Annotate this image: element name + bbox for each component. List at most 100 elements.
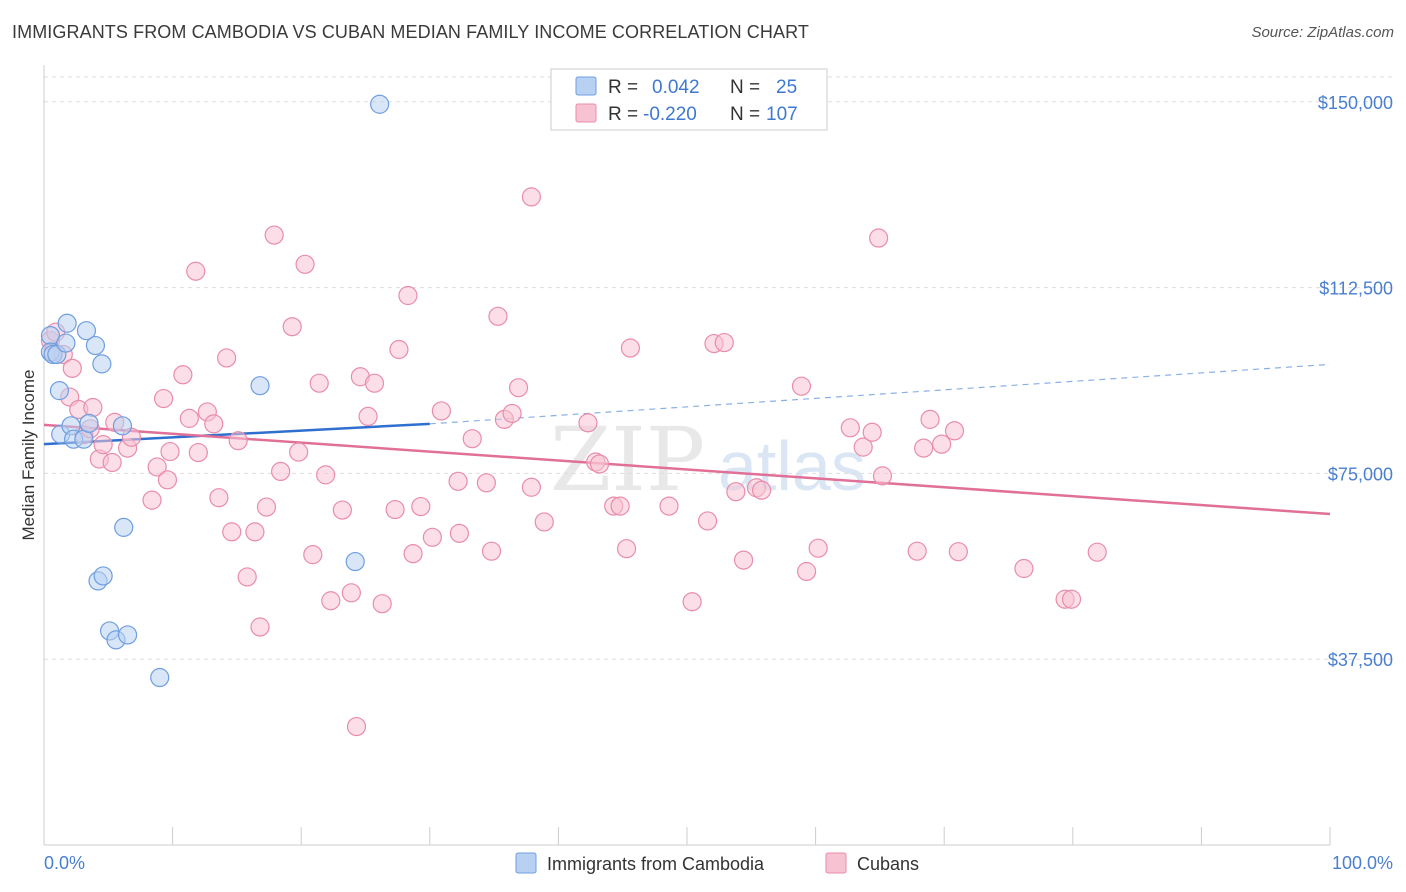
watermark: ZIP atlas: [550, 408, 866, 511]
legend-r-value-cubans: -0.220: [643, 104, 697, 125]
cubans-point-93: [872, 466, 893, 486]
y-tick-label-3: $150,000: [1318, 93, 1393, 113]
cubans-point-79: [697, 511, 718, 531]
cubans-point-36: [271, 461, 291, 482]
cubans-point-70: [578, 413, 598, 433]
cubans-point-74: [610, 496, 630, 516]
cubans-point-17: [147, 457, 167, 477]
cubans-point-52: [389, 339, 409, 360]
cubans-point-18: [153, 388, 174, 409]
correlation-legend: R = 0.042 N = 25 R = -0.220 N = 107: [550, 68, 828, 131]
legend-swatch-cambodia: [575, 76, 597, 96]
legend-n-label-cubans: N =: [730, 104, 760, 125]
cambodia-point-11: [76, 321, 97, 341]
bottom-legend-swatch-cambodia: [515, 852, 537, 874]
cubans-point-98: [944, 421, 965, 441]
legend-r-label-cambodia: R =: [608, 77, 638, 98]
cubans-point-89: [840, 418, 860, 438]
bottom-legend-label-cambodia: Immigrants from Cambodia: [547, 854, 765, 874]
cubans-point-5: [62, 358, 82, 378]
cubans-point-43: [321, 591, 341, 611]
cubans-point-97: [932, 434, 952, 454]
cubans-point-32: [245, 522, 265, 542]
cubans-point-42: [316, 465, 336, 485]
cambodia-point-4: [49, 381, 70, 401]
legend-r-value-cambodia: 0.042: [652, 77, 700, 98]
cubans-point-59: [449, 523, 469, 543]
cambodia-point-10: [74, 429, 94, 449]
cubans-point-85: [751, 480, 772, 500]
cubans-point-62: [481, 541, 502, 561]
cambodia-point-24: [345, 551, 365, 572]
cubans-point-33: [250, 617, 270, 637]
cubans-point-87: [796, 561, 817, 582]
cubans-point-37: [282, 317, 302, 337]
x-tick-label-start: 0.0%: [44, 853, 85, 873]
cubans-point-78: [682, 592, 702, 612]
cubans-point-26: [204, 414, 224, 434]
cubans-point-60: [462, 429, 482, 449]
cubans-point-57: [431, 401, 451, 421]
cubans-point-29: [222, 522, 242, 542]
y-tick-label-0: $37,500: [1328, 650, 1393, 670]
cubans-point-51: [385, 499, 405, 520]
cubans-point-65: [502, 403, 522, 424]
cubans-point-75: [616, 539, 637, 559]
cubans-point-63: [488, 306, 508, 326]
legend-box: [550, 68, 828, 131]
legend-r-label-cubans: R =: [608, 104, 638, 125]
cubans-point-24: [188, 442, 208, 463]
cubans-point-23: [186, 261, 206, 281]
cambodia-point-23: [250, 376, 270, 396]
cubans-point-12: [102, 452, 122, 473]
cubans-point-27: [209, 488, 229, 508]
cubans-point-61: [476, 473, 496, 493]
cubans-point-69: [534, 512, 554, 532]
cubans-point-72: [589, 454, 610, 474]
cubans-point-53: [398, 285, 418, 306]
cambodia-point-21: [117, 625, 138, 645]
cubans-point-92: [869, 228, 889, 248]
legend-n-value-cambodia: 25: [776, 77, 797, 98]
cubans-point-20: [160, 441, 180, 462]
cubans-point-41: [309, 373, 329, 393]
series-legend: Immigrants from Cambodia Cubans: [515, 852, 919, 874]
cubans-point-99: [948, 542, 968, 562]
cubans-point-95: [914, 438, 934, 458]
cubans-point-35: [264, 225, 284, 245]
cubans-point-22: [179, 408, 199, 428]
cubans-point-100: [1014, 558, 1034, 579]
cubans-point-58: [448, 471, 468, 491]
bottom-legend-swatch-cubans: [825, 852, 847, 874]
cubans-point-91: [862, 422, 882, 442]
cambodia-point-12: [79, 413, 99, 433]
cubans-point-38: [289, 442, 309, 462]
cambodia-point-7: [57, 313, 77, 333]
cubans-point-45: [341, 583, 361, 603]
cubans-point-54: [403, 544, 423, 564]
cambodia-point-16: [93, 566, 113, 586]
cubans-point-19: [157, 470, 178, 490]
cubans-point-55: [411, 496, 431, 517]
cubans-trend-line: [43, 423, 1331, 516]
cambodia-point-22: [150, 667, 170, 688]
cubans-point-68: [521, 187, 541, 207]
cubans-point-16: [142, 490, 162, 510]
cambodia-point-13: [85, 335, 106, 356]
y-tick-label-2: $112,500: [1319, 279, 1393, 299]
cubans-point-40: [303, 545, 323, 565]
cambodia-trend-extension: [429, 363, 1331, 425]
y-axis-label: Median Family Income: [19, 369, 38, 540]
cubans-point-67: [521, 477, 541, 497]
cubans-point-9: [83, 397, 103, 418]
cambodia-point-20: [114, 517, 134, 537]
cubans-point-44: [332, 500, 352, 520]
cubans-point-34: [256, 497, 277, 517]
cubans-point-90: [853, 437, 873, 457]
cubans-point-102: [1061, 589, 1082, 609]
legend-swatch-cubans: [575, 103, 597, 123]
y-tick-labels: $37,500 $75,000 $112,500 $150,000: [1318, 93, 1393, 670]
cubans-point-82: [726, 482, 746, 502]
cubans-point-30: [228, 431, 248, 451]
